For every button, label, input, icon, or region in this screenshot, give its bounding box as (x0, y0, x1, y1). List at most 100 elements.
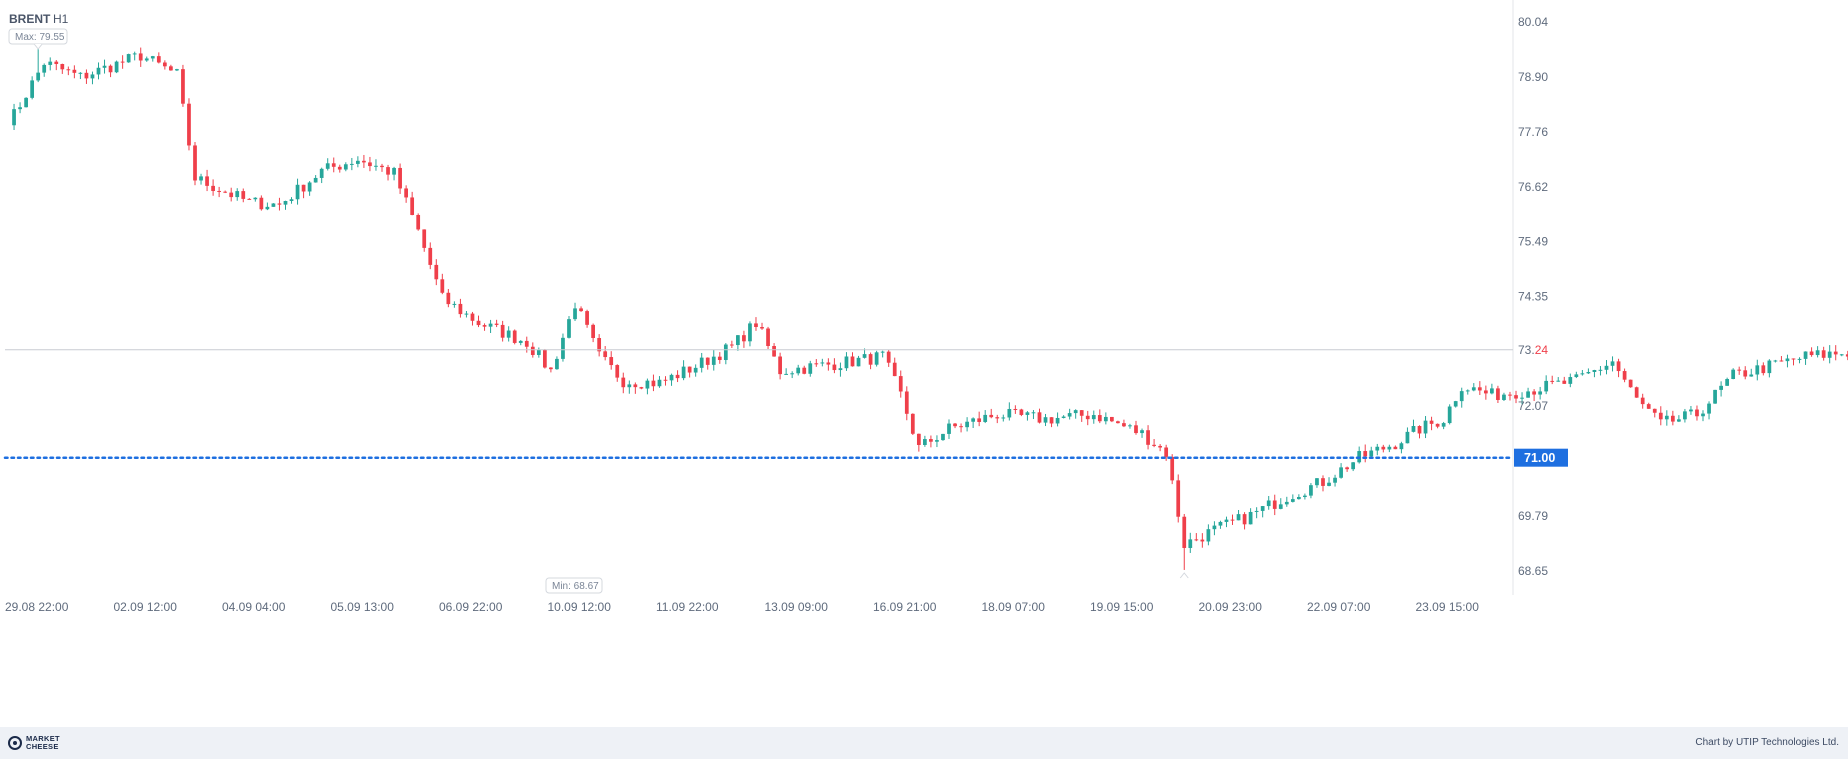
candle-body (1290, 499, 1295, 502)
candle-body (398, 167, 402, 189)
candle-body (1520, 397, 1524, 399)
candle-body (651, 380, 656, 387)
candle-body (356, 160, 360, 164)
y-tick-label: 77.76 (1518, 125, 1548, 139)
candle-body (898, 376, 903, 392)
candle-body (699, 357, 704, 368)
candle-body (1327, 482, 1331, 486)
candle-body (790, 373, 795, 375)
candle-body (476, 320, 481, 326)
candle-body (1490, 388, 1494, 394)
candle-body (1664, 415, 1669, 420)
candle-body (1707, 403, 1711, 414)
candle-body (1544, 380, 1549, 392)
candle-body (1725, 379, 1730, 386)
candle-body (229, 192, 234, 198)
candle-body (1272, 500, 1277, 509)
y-tick-label: 68.65 (1518, 564, 1548, 578)
candle-body (54, 61, 59, 65)
candle-body (766, 328, 770, 347)
candle-body (971, 418, 976, 422)
x-tick-label: 02.09 12:00 (114, 600, 178, 614)
candle-body (1399, 443, 1404, 450)
candle-body (802, 367, 807, 374)
candle-body (1683, 411, 1687, 420)
x-axis: 29.08 22:00 02.09 12:00 04.09 04:00 05.09 1… (5, 600, 1479, 614)
candle-body (1212, 525, 1217, 530)
candle-body (1815, 350, 1820, 356)
candle-body (1188, 539, 1193, 548)
candle-body (796, 367, 801, 374)
candle-body (1158, 445, 1162, 448)
candle-body (675, 374, 680, 379)
candle-body (555, 358, 559, 370)
candle-body (1532, 391, 1536, 395)
candle-body (621, 377, 626, 388)
candle-body (162, 62, 167, 67)
candle-body (1502, 394, 1506, 400)
candle-body (549, 367, 553, 370)
candle-body (1260, 506, 1265, 511)
candle-body (1550, 380, 1555, 382)
candle-body (1423, 420, 1428, 434)
current-price-label: 73.24 (1518, 343, 1548, 357)
candle-body (1067, 413, 1072, 417)
candle-body (959, 426, 963, 428)
candle-body (826, 362, 831, 365)
candle-body (458, 303, 463, 315)
y-tick-label: 72.07 (1518, 399, 1548, 413)
candle-body (132, 53, 137, 55)
candle-body (506, 330, 511, 338)
candle-body (1242, 514, 1247, 525)
candle-body (96, 67, 101, 75)
candle-body (1496, 388, 1500, 400)
candle-body (597, 338, 602, 352)
candle-body (410, 197, 415, 215)
candle-body (856, 357, 861, 367)
candle-body (1218, 521, 1223, 526)
candle-body (524, 340, 529, 347)
candle-body (374, 165, 378, 167)
candle-body (1713, 389, 1717, 404)
candle-body (500, 324, 505, 338)
candle-body (404, 188, 408, 198)
candle-body (953, 423, 957, 427)
candle-body (723, 344, 728, 361)
x-tick-label: 23.09 15:00 (1416, 600, 1480, 614)
candle-body (1677, 419, 1681, 422)
candle-body (181, 69, 185, 104)
candle-body (772, 346, 776, 357)
min-badge (545, 577, 603, 594)
candle-body (362, 160, 366, 163)
candle-body (1821, 350, 1826, 358)
candle-body (36, 72, 41, 81)
x-tick-label: 29.08 22:00 (5, 600, 69, 614)
y-tick-label: 74.35 (1518, 289, 1548, 303)
candle-body (1236, 514, 1241, 521)
candle-body (470, 313, 475, 321)
target-level-label: 71.00 (1524, 451, 1555, 465)
candle-body (573, 308, 577, 320)
max-badge-pointer (33, 43, 43, 50)
candle-body (1797, 358, 1802, 360)
candle-body (1200, 539, 1205, 542)
candle-body (452, 303, 457, 305)
candle-body (862, 354, 867, 358)
candle-body (1628, 379, 1633, 388)
logo-text: MARKET CHEESE (26, 734, 60, 751)
y-axis: 80.04 78.90 77.76 76.62 75.49 74.35 72.07 69.79… (1518, 15, 1548, 578)
candle-body (941, 433, 945, 441)
candle-body (108, 65, 113, 73)
candle-body (1363, 451, 1368, 457)
candle-body (1459, 391, 1464, 402)
candle-body (778, 356, 782, 375)
candle-body (169, 66, 173, 71)
candle-body (1206, 529, 1211, 542)
candle-body (1381, 446, 1386, 450)
candle-body (1670, 415, 1675, 422)
candle-body (1387, 446, 1392, 450)
candle-body (488, 323, 493, 327)
candle-body (561, 337, 565, 359)
candle-body (1176, 480, 1181, 517)
candle-body (1785, 358, 1790, 362)
